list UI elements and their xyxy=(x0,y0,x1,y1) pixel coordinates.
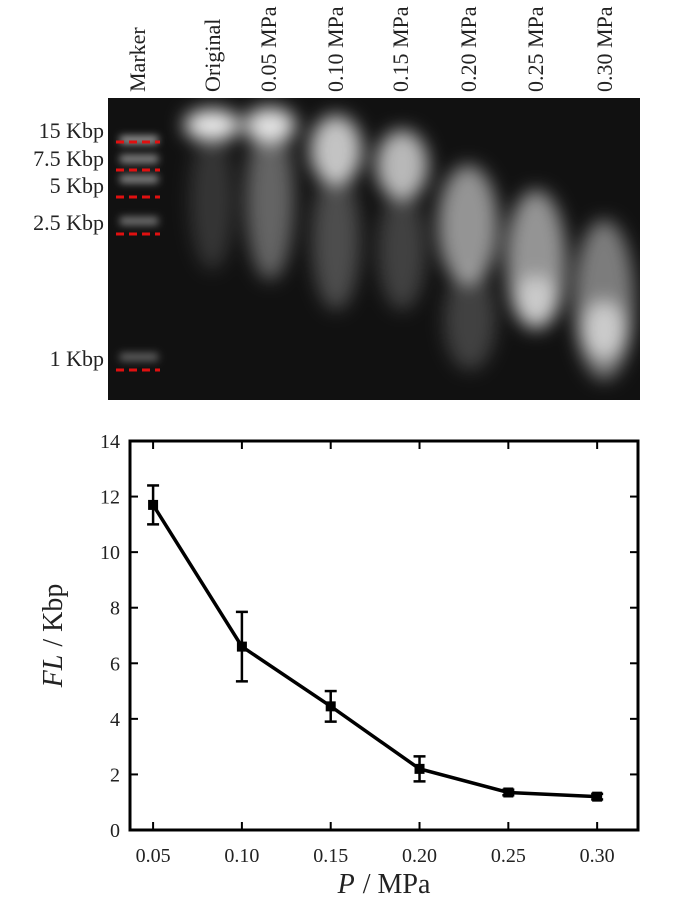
marker-label: 1 Kbp xyxy=(50,346,104,371)
y-tick-label: 6 xyxy=(110,653,120,675)
lane-label: 0.20 MPa xyxy=(456,6,481,92)
gel-image xyxy=(108,98,640,400)
marker-label: 2.5 Kbp xyxy=(33,210,104,235)
x-tick-label: 0.30 xyxy=(580,845,615,867)
x-tick-label: 0.20 xyxy=(402,845,437,867)
x-tick-label: 0.10 xyxy=(224,845,259,867)
y-tick-label: 14 xyxy=(100,431,120,453)
x-axis-label: P / MPa xyxy=(337,869,431,900)
x-tick-label: 0.25 xyxy=(491,845,526,867)
lane-label: 0.05 MPa xyxy=(256,6,281,92)
x-tick-label: 0.15 xyxy=(313,845,348,867)
point xyxy=(236,641,247,652)
marker-label: 15 Kbp xyxy=(39,118,104,143)
series-line xyxy=(151,503,598,799)
marker-label: 7.5 Kbp xyxy=(33,146,104,171)
y-tick-label: 10 xyxy=(100,542,120,564)
y-label-unit: / Kbp xyxy=(38,584,69,647)
marker-label: 5 Kbp xyxy=(50,173,104,198)
y-tick-label: 8 xyxy=(110,598,120,620)
x-tick-label: 0.05 xyxy=(136,845,171,867)
y-tick-label: 0 xyxy=(110,820,120,842)
point xyxy=(592,791,603,802)
plot-frame xyxy=(128,439,640,832)
lane-label: 0.25 MPa xyxy=(523,6,548,92)
y-tick-label: 2 xyxy=(110,764,120,786)
x-label-unit: / MPa xyxy=(363,869,431,900)
point xyxy=(503,787,514,798)
point xyxy=(414,763,425,774)
y-label-var: FL xyxy=(38,655,69,689)
y-tick-label: 4 xyxy=(110,709,120,731)
chart: 0 2 4 6 8 10 12 14 0.05 0.10 0.15 0.20 0.25 0.30 FL / K… xyxy=(38,431,640,900)
lane-label: 0.15 MPa xyxy=(388,6,413,92)
point xyxy=(325,701,336,712)
lane-label: 0.10 MPa xyxy=(323,6,348,92)
gel-labels: Marker Original 0.05 MPa 0.10 MPa 0.15 MPa 0.… xyxy=(33,6,617,372)
point xyxy=(148,499,159,510)
lane-label: Marker xyxy=(125,27,150,92)
x-label-var: P xyxy=(337,869,355,900)
lane-label: Original xyxy=(200,19,225,92)
y-tick-label: 12 xyxy=(100,487,120,509)
y-axis-label: FL / Kbp xyxy=(38,584,69,689)
lane-label: 0.30 MPa xyxy=(592,6,617,92)
